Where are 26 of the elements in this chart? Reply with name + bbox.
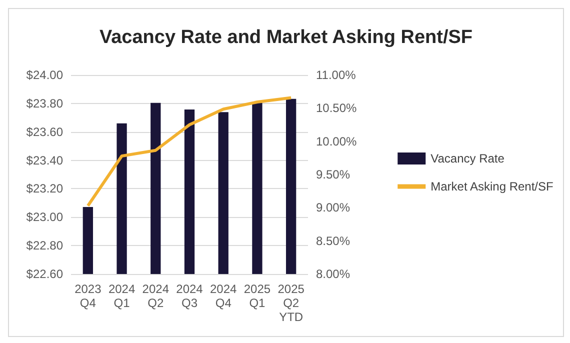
x-tick-label: 2024 Q1 (108, 282, 136, 310)
x-tick-label: 2024 Q2 (142, 282, 170, 310)
y2-tick-label: 9.00% (316, 200, 350, 215)
x-tick-label: 2024 Q3 (176, 282, 204, 310)
y2-tick-label: 10.50% (316, 101, 358, 116)
y-tick-label: $23.40 (26, 153, 64, 168)
y-tick-label: $24.00 (26, 68, 64, 82)
x-tick-label: 2024 Q4 (210, 282, 238, 310)
y2-tick-label: 8.50% (316, 234, 350, 248)
y-tick-label: $23.20 (26, 182, 64, 196)
legend-label: Vacancy Rate (430, 152, 505, 166)
y2-tick-label: 11.00% (316, 68, 356, 82)
legend-label: Market Asking Rent/SF (430, 180, 554, 194)
y2-tick-label: 9.50% (316, 168, 350, 182)
y-tick-label: $22.60 (26, 267, 64, 281)
y2-tick-label: 8.00% (316, 267, 350, 281)
line-series (86, 96, 293, 208)
y-tick-label: $23.00 (26, 210, 64, 224)
y-tick-label: $23.60 (26, 124, 64, 139)
y-tick-label: $23.80 (26, 96, 64, 110)
x-tick-label: 2025 Q2 YTD (278, 282, 305, 324)
y2-tick-label: 10.00% (316, 134, 358, 148)
chart-title: Vacancy Rate and Market Asking Rent/SF (99, 27, 473, 48)
y-tick-label: $22.80 (26, 238, 64, 253)
x-tick-label: 2023 Q4 (74, 282, 102, 310)
x-tick-label: 2025 Q1 (244, 282, 271, 310)
